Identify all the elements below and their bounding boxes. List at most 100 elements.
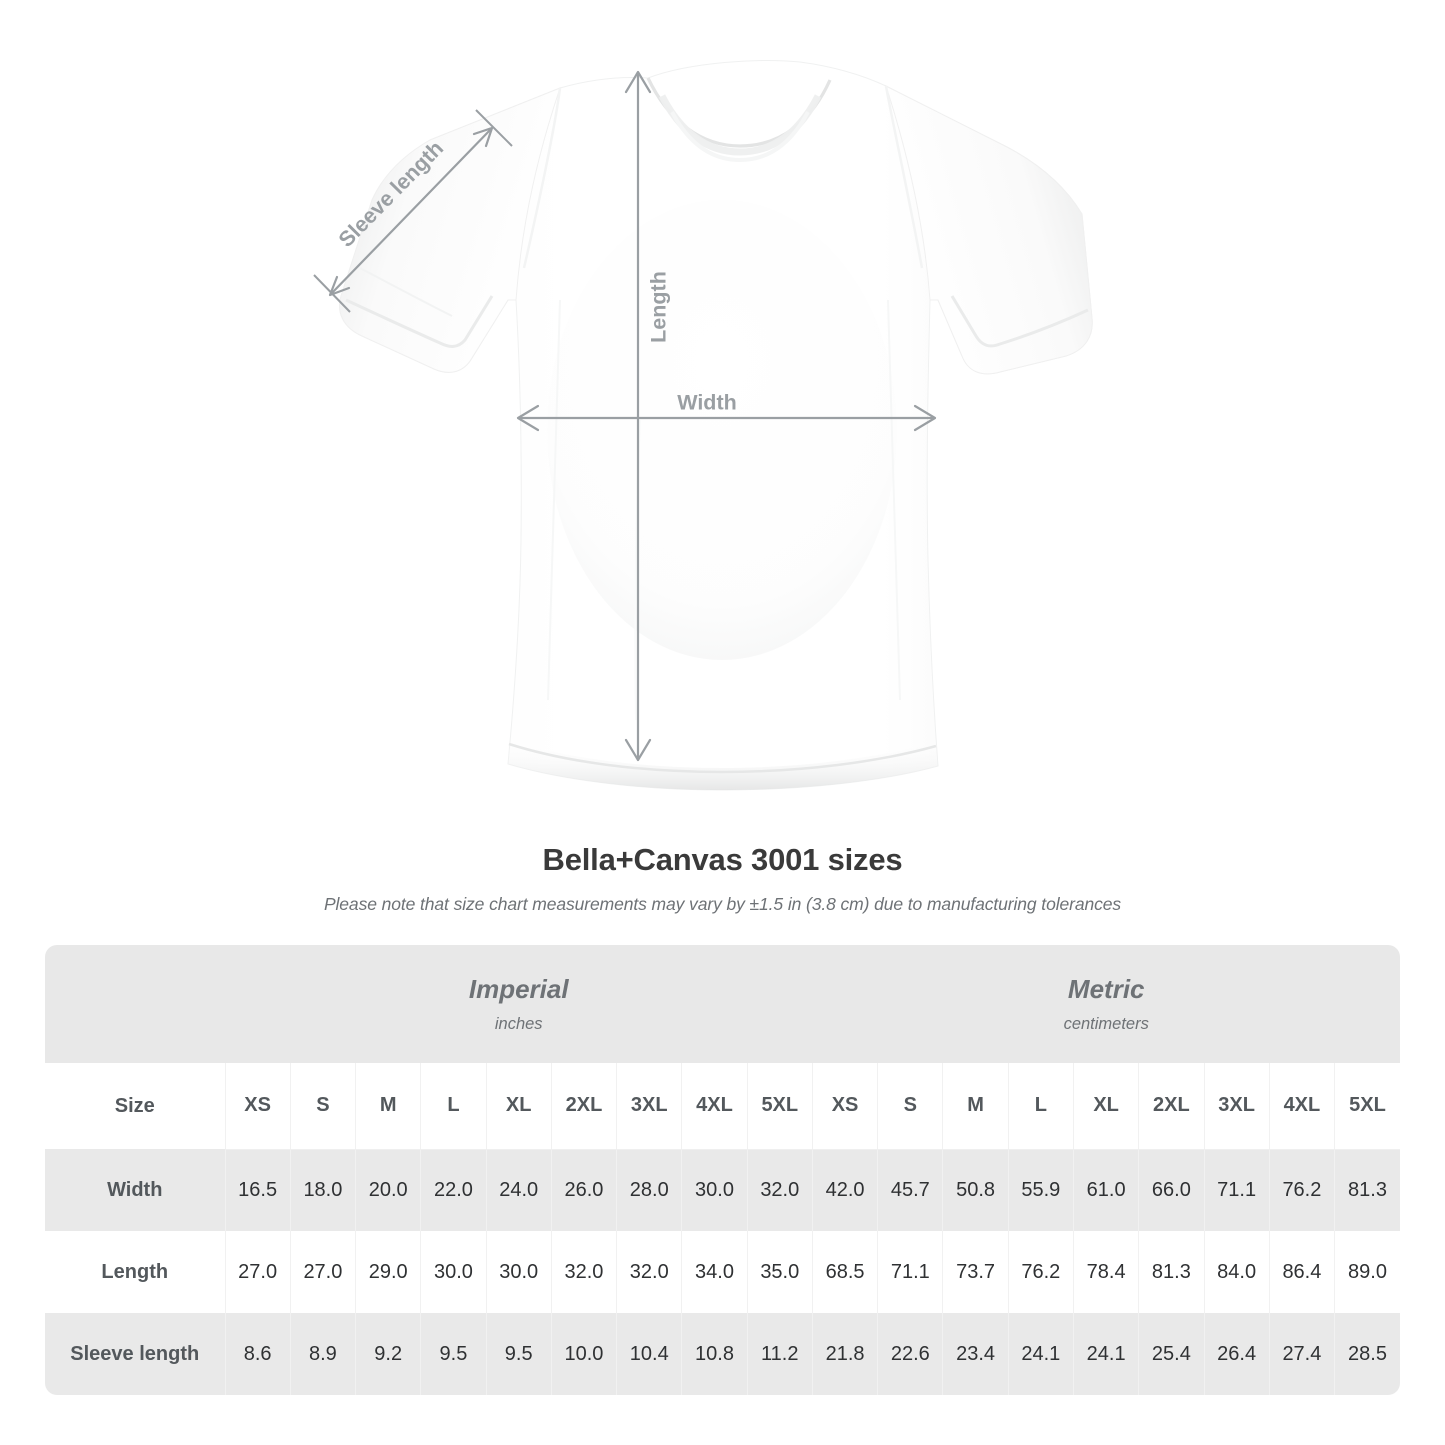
row-label-width: Width (107, 1178, 163, 1201)
cell-length-metric-l: 76.2 (1007, 1231, 1074, 1313)
size-header-metric-xl: XL (1072, 1063, 1139, 1150)
chart-heading: Bella+Canvas 3001 sizes Please note that… (0, 842, 1445, 915)
cell-width-metric-5xl: 81.3 (1334, 1149, 1400, 1231)
cell-width-imperial-m: 20.0 (355, 1149, 421, 1231)
cell-sleeve-imperial-xs: 8.6 (224, 1313, 291, 1395)
cell-width-imperial-2xl: 26.0 (550, 1149, 617, 1231)
size-header-metric-5xl: 5XL (1334, 1063, 1400, 1150)
cell-sleeve-metric-xs: 21.8 (811, 1313, 878, 1395)
cell-length-imperial-5xl: 35.0 (746, 1231, 813, 1313)
size-column-label: Size (114, 1094, 155, 1117)
cell-width-metric-xl: 61.0 (1072, 1149, 1139, 1231)
cell-width-metric-3xl: 71.1 (1203, 1149, 1270, 1231)
cell-sleeve-metric-xl: 24.1 (1072, 1313, 1139, 1395)
cell-sleeve-imperial-3xl: 10.4 (616, 1313, 682, 1395)
cell-length-imperial-s: 27.0 (289, 1231, 356, 1313)
size-table-container: Imperial inches Metric centimeters Size … (45, 945, 1400, 1395)
cell-sleeve-imperial-2xl: 10.0 (550, 1313, 617, 1395)
table-row: Length 27.0 27.0 29.0 30.0 30.0 32.0 32.… (45, 1231, 1400, 1313)
cell-width-imperial-s: 18.0 (289, 1149, 356, 1231)
unit-group-metric: Metric centimeters (812, 945, 1400, 1063)
size-table: Imperial inches Metric centimeters Size … (45, 945, 1400, 1395)
cell-length-imperial-2xl: 32.0 (550, 1231, 617, 1313)
page-title: Bella+Canvas 3001 sizes (542, 842, 903, 877)
cell-sleeve-imperial-s: 8.9 (289, 1313, 356, 1395)
unit-group-spacer (45, 945, 225, 1063)
cell-width-imperial-xl: 24.0 (485, 1149, 552, 1231)
unit-group-imperial: Imperial inches (225, 945, 812, 1063)
size-header-metric-m: M (942, 1063, 1009, 1150)
row-label-sleeve-length: Sleeve length (70, 1342, 200, 1365)
width-dimension (516, 404, 937, 432)
table-row: Sleeve length 8.6 8.9 9.2 9.5 9.5 10.0 1… (45, 1313, 1400, 1395)
tolerance-note: Please note that size chart measurements… (323, 894, 1122, 914)
cell-width-metric-s: 45.7 (877, 1149, 943, 1231)
unit-group-imperial-sub: inches (494, 1015, 543, 1033)
cell-length-metric-xl: 78.4 (1072, 1231, 1139, 1313)
size-header-imperial-4xl: 4XL (681, 1063, 748, 1150)
cell-sleeve-imperial-4xl: 10.8 (681, 1313, 748, 1395)
unit-group-metric-name: Metric (1067, 974, 1145, 1004)
cell-length-imperial-m: 29.0 (355, 1231, 421, 1313)
size-header-imperial-2xl: 2XL (550, 1063, 617, 1150)
cell-length-imperial-xs: 27.0 (224, 1231, 291, 1313)
size-header-imperial-xs: XS (224, 1063, 291, 1150)
cell-sleeve-imperial-xl: 9.5 (485, 1313, 552, 1395)
size-header-imperial-l: L (420, 1063, 487, 1150)
cell-length-metric-3xl: 84.0 (1203, 1231, 1270, 1313)
cell-width-imperial-l: 22.0 (420, 1149, 487, 1231)
size-header-metric-3xl: 3XL (1203, 1063, 1270, 1150)
cell-sleeve-imperial-m: 9.2 (355, 1313, 421, 1395)
cell-sleeve-metric-4xl: 27.4 (1268, 1313, 1335, 1395)
cell-length-imperial-xl: 30.0 (485, 1231, 552, 1313)
size-header-metric-xs: XS (811, 1063, 878, 1150)
cell-width-metric-l: 55.9 (1007, 1149, 1074, 1231)
sleeve-length-dimension (313, 109, 513, 313)
unit-group-metric-sub: centimeters (1063, 1015, 1149, 1033)
tshirt-measurement-diagram: Sleeve length Length Width (313, 60, 1093, 791)
width-label: Width (677, 391, 737, 415)
size-header-metric-s: S (877, 1063, 943, 1150)
cell-length-metric-xs: 68.5 (811, 1231, 878, 1313)
size-header-imperial-s: S (289, 1063, 356, 1150)
length-label: Length (647, 271, 671, 343)
size-header-imperial-3xl: 3XL (616, 1063, 682, 1150)
cell-length-metric-2xl: 81.3 (1138, 1231, 1205, 1313)
cell-width-metric-4xl: 76.2 (1268, 1149, 1335, 1231)
size-header-metric-2xl: 2XL (1138, 1063, 1205, 1150)
cell-length-metric-m: 73.7 (942, 1231, 1009, 1313)
cell-sleeve-metric-s: 22.6 (877, 1313, 943, 1395)
unit-group-imperial-name: Imperial (468, 974, 569, 1004)
cell-length-metric-5xl: 89.0 (1334, 1231, 1400, 1313)
table-row: Width 16.5 18.0 20.0 22.0 24.0 26.0 28.0… (45, 1149, 1400, 1231)
cell-sleeve-metric-m: 23.4 (942, 1313, 1009, 1395)
size-header-metric-l: L (1007, 1063, 1074, 1150)
measurement-annotations (313, 70, 937, 762)
cell-width-imperial-3xl: 28.0 (616, 1149, 682, 1231)
size-header-imperial-m: M (355, 1063, 421, 1150)
table-header-row: Size XS S M L XL 2XL 3XL 4XL 5XL XS S M … (45, 1063, 1400, 1150)
cell-sleeve-metric-2xl: 25.4 (1138, 1313, 1205, 1395)
cell-width-imperial-4xl: 30.0 (681, 1149, 748, 1231)
cell-length-metric-4xl: 86.4 (1268, 1231, 1335, 1313)
cell-sleeve-metric-l: 24.1 (1007, 1313, 1074, 1395)
cell-width-imperial-5xl: 32.0 (746, 1149, 813, 1231)
cell-width-metric-m: 50.8 (942, 1149, 1009, 1231)
tshirt-body-shape (339, 60, 1093, 791)
cell-sleeve-imperial-5xl: 11.2 (746, 1313, 813, 1395)
cell-sleeve-metric-3xl: 26.4 (1203, 1313, 1270, 1395)
cell-length-imperial-4xl: 34.0 (681, 1231, 748, 1313)
tshirt-illustration: Sleeve length Length Width (313, 60, 1093, 791)
cell-sleeve-imperial-l: 9.5 (420, 1313, 487, 1395)
cell-length-metric-s: 71.1 (877, 1231, 943, 1313)
length-dimension (624, 70, 652, 762)
unit-group-row: Imperial inches Metric centimeters (45, 945, 1400, 1063)
row-label-length: Length (101, 1260, 169, 1283)
size-header-metric-4xl: 4XL (1268, 1063, 1335, 1150)
cell-length-imperial-l: 30.0 (420, 1231, 487, 1313)
size-header-imperial-5xl: 5XL (746, 1063, 813, 1150)
size-header-imperial-xl: XL (485, 1063, 552, 1150)
cell-length-imperial-3xl: 32.0 (616, 1231, 682, 1313)
cell-sleeve-metric-5xl: 28.5 (1334, 1313, 1400, 1395)
